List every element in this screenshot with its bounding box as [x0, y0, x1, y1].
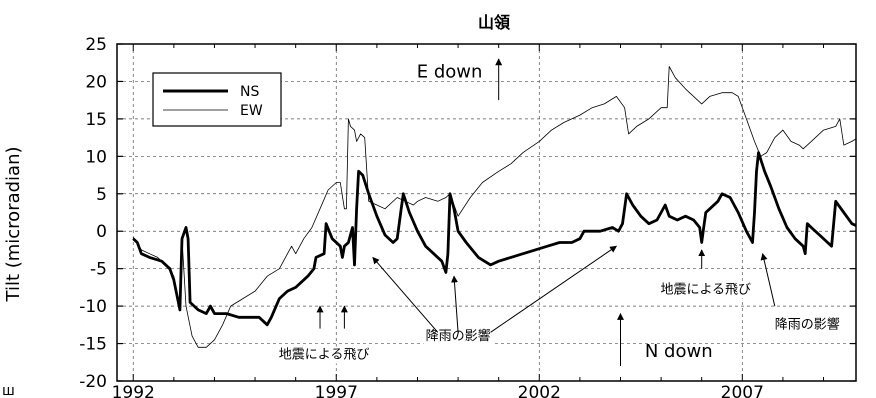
n-down: N down [645, 341, 713, 362]
y-axis-label: Tilt (microradian) [3, 146, 24, 302]
series [132, 66, 856, 348]
x-tick-label: 1997 [315, 383, 358, 398]
x-tick-label: 2007 [721, 383, 764, 398]
y-tick-label: -20 [79, 372, 107, 392]
x-tick-label: 1992 [112, 383, 155, 398]
rain-label-1: 降雨の影響 [426, 328, 491, 344]
rain-label-2: 降雨の影響 [775, 317, 840, 333]
corner-mark: ш [2, 383, 15, 398]
quake-label-2-bg [658, 281, 754, 299]
quake-label-1-bg [276, 346, 372, 364]
rain-arrow-1 [372, 256, 439, 333]
e-down: E down [417, 62, 483, 83]
quake-label-1: 地震による飛び [279, 348, 370, 363]
tick-labels: -20 -15 -10 -5 0 5 10 15 20 25 1992 1997 2002 2007 [79, 35, 856, 398]
legend-box [152, 72, 282, 127]
y-tick-label: 15 [85, 110, 107, 130]
rain-arrow-3 [490, 245, 618, 333]
rain-arrow-2 [450, 275, 459, 333]
series-ew-line [132, 66, 856, 348]
y-tick-label: 0 [96, 222, 107, 242]
plot-frame [116, 43, 857, 382]
grid [117, 44, 856, 381]
rain-arrow-4 [760, 253, 776, 307]
rain-label-1-bg [423, 326, 493, 345]
legend-ew-label: EW [240, 103, 263, 119]
y-tick-label: -5 [90, 260, 107, 280]
legend: NS EW [152, 72, 282, 127]
x-tick-label: 2002 [518, 383, 561, 398]
chart-title: 山領 [478, 13, 511, 32]
y-tick-label: -15 [79, 335, 107, 355]
y-tick-label: 5 [96, 185, 107, 205]
y-tick-label: 10 [85, 147, 107, 167]
series-ns-line [132, 151, 856, 327]
quake-label-2: 地震による飛び [660, 282, 751, 297]
legend-ns-label: NS [240, 84, 259, 100]
y-tick-label: 20 [85, 72, 107, 92]
rain-label-2-bg [772, 315, 842, 334]
y-tick-label: 25 [85, 35, 107, 55]
y-tick-label: -10 [79, 297, 107, 317]
